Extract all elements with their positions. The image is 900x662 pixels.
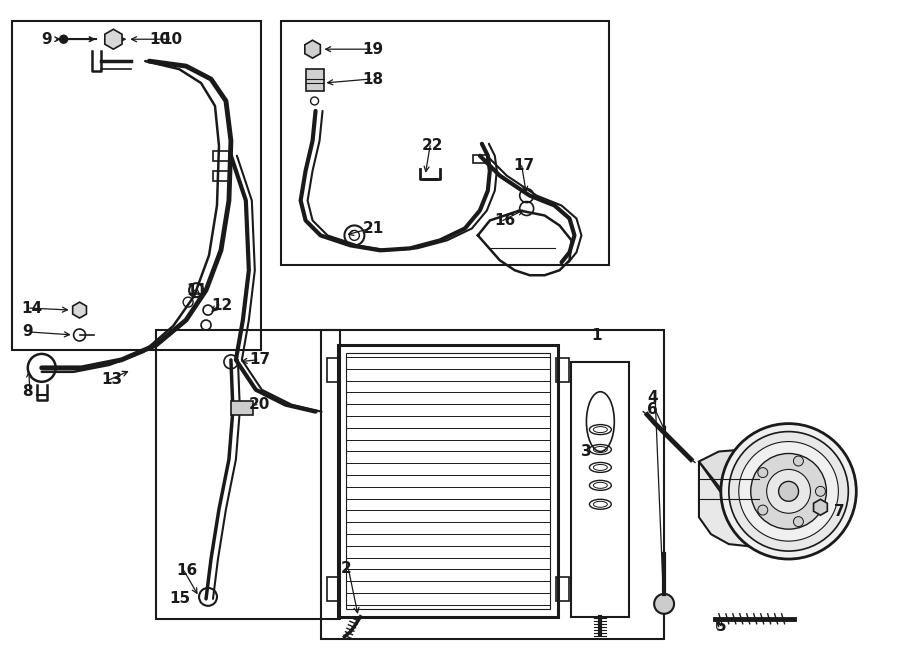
Bar bbox=[555, 577, 570, 601]
Text: 9: 9 bbox=[22, 324, 32, 340]
Text: 5: 5 bbox=[716, 619, 727, 634]
Text: 17: 17 bbox=[514, 158, 535, 173]
Circle shape bbox=[739, 442, 839, 541]
Polygon shape bbox=[699, 461, 757, 547]
Bar bbox=[231, 401, 253, 414]
Bar bbox=[327, 577, 340, 601]
Text: 4: 4 bbox=[647, 390, 658, 405]
Polygon shape bbox=[305, 40, 320, 58]
Bar bbox=[281, 21, 609, 265]
Text: 21: 21 bbox=[363, 221, 383, 236]
Text: 12: 12 bbox=[211, 298, 232, 312]
Polygon shape bbox=[699, 449, 769, 534]
Bar bbox=[572, 362, 629, 617]
Text: 20: 20 bbox=[248, 397, 270, 412]
Text: 18: 18 bbox=[363, 71, 383, 87]
Circle shape bbox=[729, 432, 849, 551]
Circle shape bbox=[758, 505, 768, 515]
Circle shape bbox=[751, 453, 826, 529]
Bar bbox=[12, 21, 261, 350]
Text: 6: 6 bbox=[647, 402, 658, 417]
Text: 22: 22 bbox=[422, 138, 444, 154]
Bar bbox=[472, 155, 487, 163]
Circle shape bbox=[778, 481, 798, 501]
Polygon shape bbox=[104, 29, 122, 49]
Text: 1: 1 bbox=[591, 328, 602, 344]
Text: 10: 10 bbox=[149, 32, 170, 47]
Bar bbox=[346, 353, 550, 609]
Circle shape bbox=[767, 469, 811, 513]
Text: 19: 19 bbox=[363, 42, 383, 57]
Bar bbox=[320, 330, 664, 639]
Bar bbox=[213, 171, 229, 181]
Polygon shape bbox=[814, 499, 827, 515]
Bar bbox=[555, 358, 570, 382]
Circle shape bbox=[721, 424, 856, 559]
Text: 7: 7 bbox=[834, 504, 845, 519]
Circle shape bbox=[654, 594, 674, 614]
Text: 16: 16 bbox=[176, 563, 197, 579]
Text: 10: 10 bbox=[161, 32, 183, 47]
Text: 16: 16 bbox=[495, 213, 516, 228]
Text: 13: 13 bbox=[102, 372, 122, 387]
Bar bbox=[306, 69, 323, 91]
Bar bbox=[327, 358, 340, 382]
Text: 8: 8 bbox=[22, 384, 32, 399]
Text: 15: 15 bbox=[169, 591, 190, 606]
Text: 14: 14 bbox=[22, 301, 43, 316]
Circle shape bbox=[815, 487, 825, 496]
Text: 9: 9 bbox=[41, 32, 51, 47]
Text: 2: 2 bbox=[340, 561, 351, 577]
Bar bbox=[213, 151, 229, 161]
Text: 17: 17 bbox=[248, 352, 270, 367]
Circle shape bbox=[758, 467, 768, 477]
Text: 3: 3 bbox=[581, 444, 592, 459]
Polygon shape bbox=[73, 302, 86, 318]
Bar bbox=[157, 330, 340, 619]
Circle shape bbox=[794, 516, 804, 526]
Text: 11: 11 bbox=[186, 283, 207, 298]
Circle shape bbox=[794, 456, 804, 466]
Bar bbox=[338, 345, 557, 617]
Circle shape bbox=[59, 35, 68, 43]
